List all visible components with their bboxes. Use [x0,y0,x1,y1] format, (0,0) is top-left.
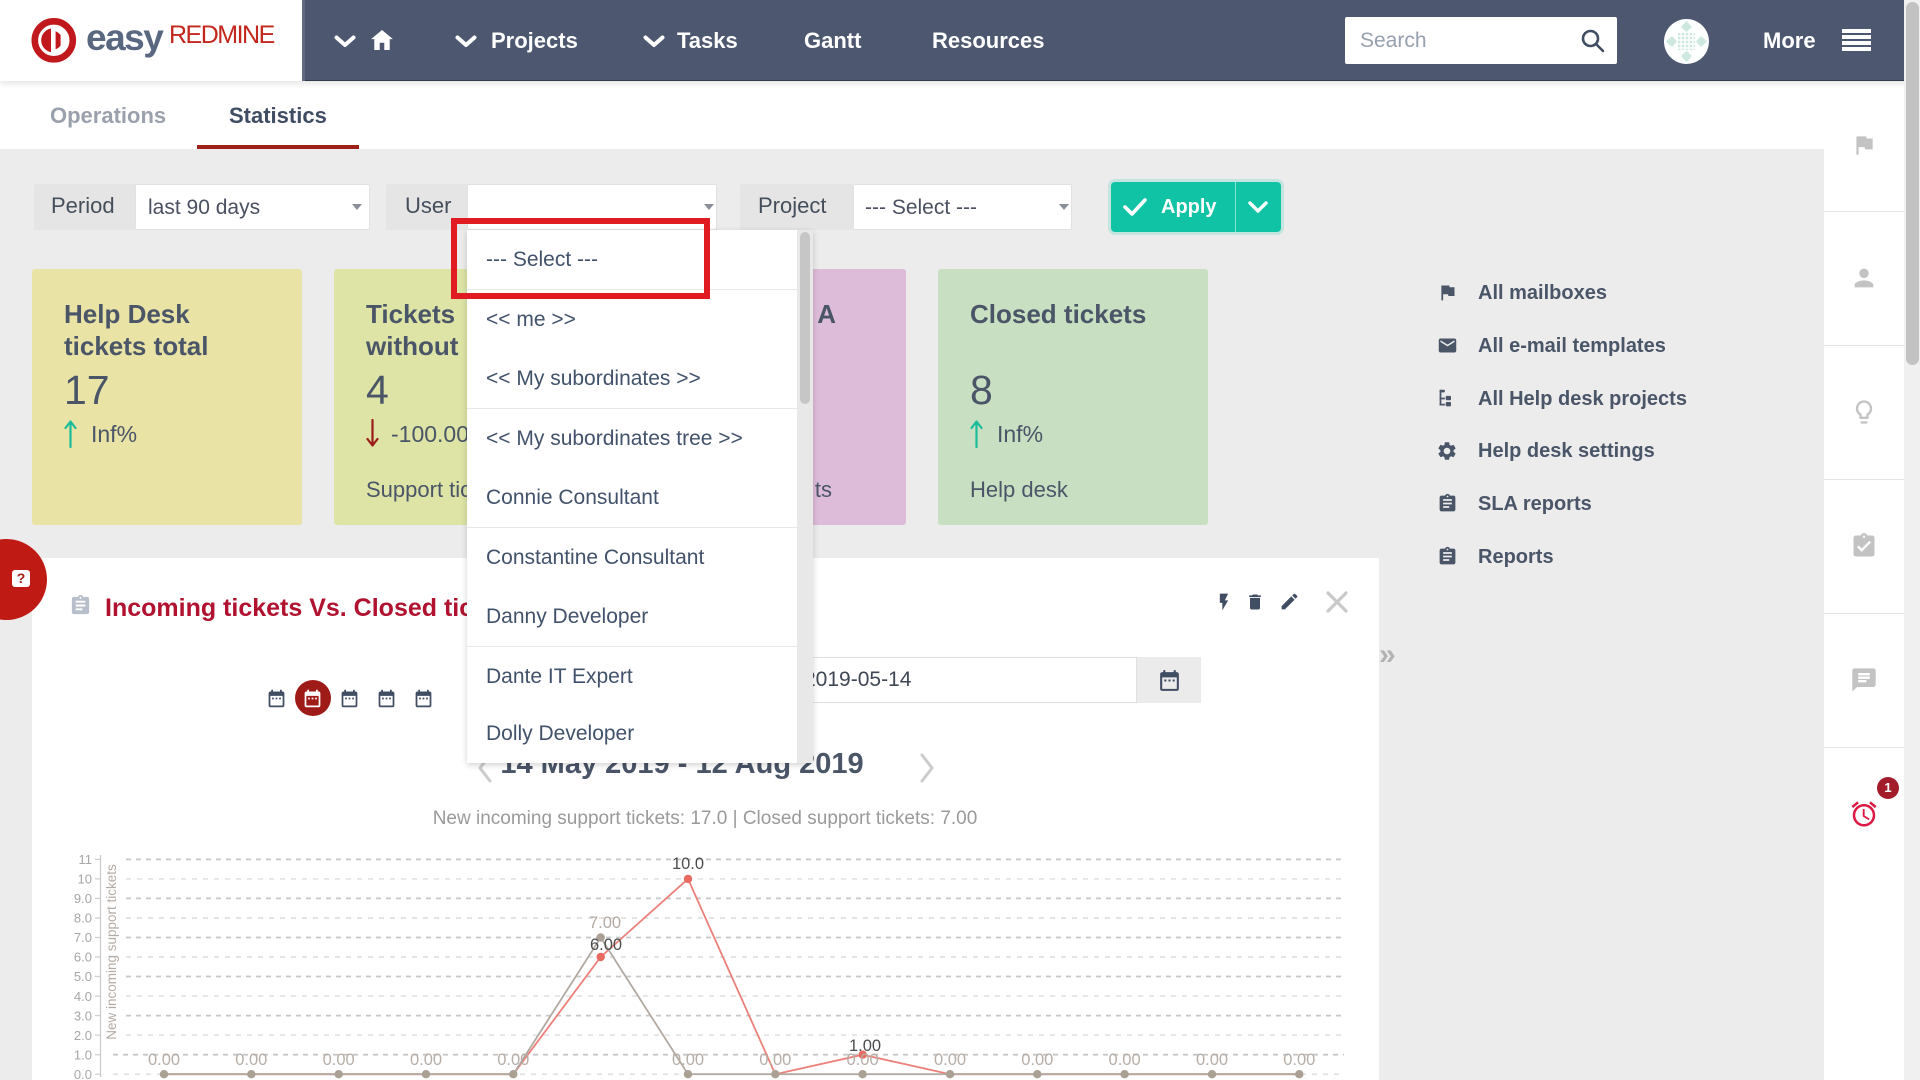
svg-text:8.0: 8.0 [74,911,92,926]
svg-text:0.00: 0.00 [235,1051,267,1069]
svg-text:0.00: 0.00 [1109,1051,1141,1069]
svg-text:3.0: 3.0 [74,1008,92,1023]
svg-text:6.00: 6.00 [590,936,622,954]
svg-text:0.00: 0.00 [847,1051,879,1069]
svg-text:10.0: 10.0 [672,855,704,873]
svg-text:0.00: 0.00 [934,1051,966,1069]
svg-text:10: 10 [78,872,92,887]
svg-text:7.00: 7.00 [589,914,621,932]
svg-text:0.00: 0.00 [672,1051,704,1069]
svg-text:0.0: 0.0 [74,1067,92,1080]
svg-text:0.00: 0.00 [1021,1051,1053,1069]
svg-text:7.0: 7.0 [74,930,92,945]
svg-text:1.0: 1.0 [74,1047,92,1062]
svg-text:1.00: 1.00 [849,1037,881,1055]
svg-text:5.0: 5.0 [74,969,92,984]
svg-text:9.0: 9.0 [74,891,92,906]
svg-text:2.0: 2.0 [74,1028,92,1043]
svg-text:0.00: 0.00 [759,1051,791,1069]
svg-text:New incoming support tickets: New incoming support tickets [104,864,119,1040]
svg-text:0.00: 0.00 [497,1051,529,1069]
svg-text:0.00: 0.00 [410,1051,442,1069]
svg-text:0.00: 0.00 [1196,1051,1228,1069]
svg-text:4.0: 4.0 [74,989,92,1004]
svg-text:11: 11 [79,852,93,867]
svg-text:0.00: 0.00 [148,1051,180,1069]
svg-text:0.00: 0.00 [323,1051,355,1069]
svg-text:6.0: 6.0 [74,950,92,965]
svg-text:0.00: 0.00 [1283,1051,1315,1069]
